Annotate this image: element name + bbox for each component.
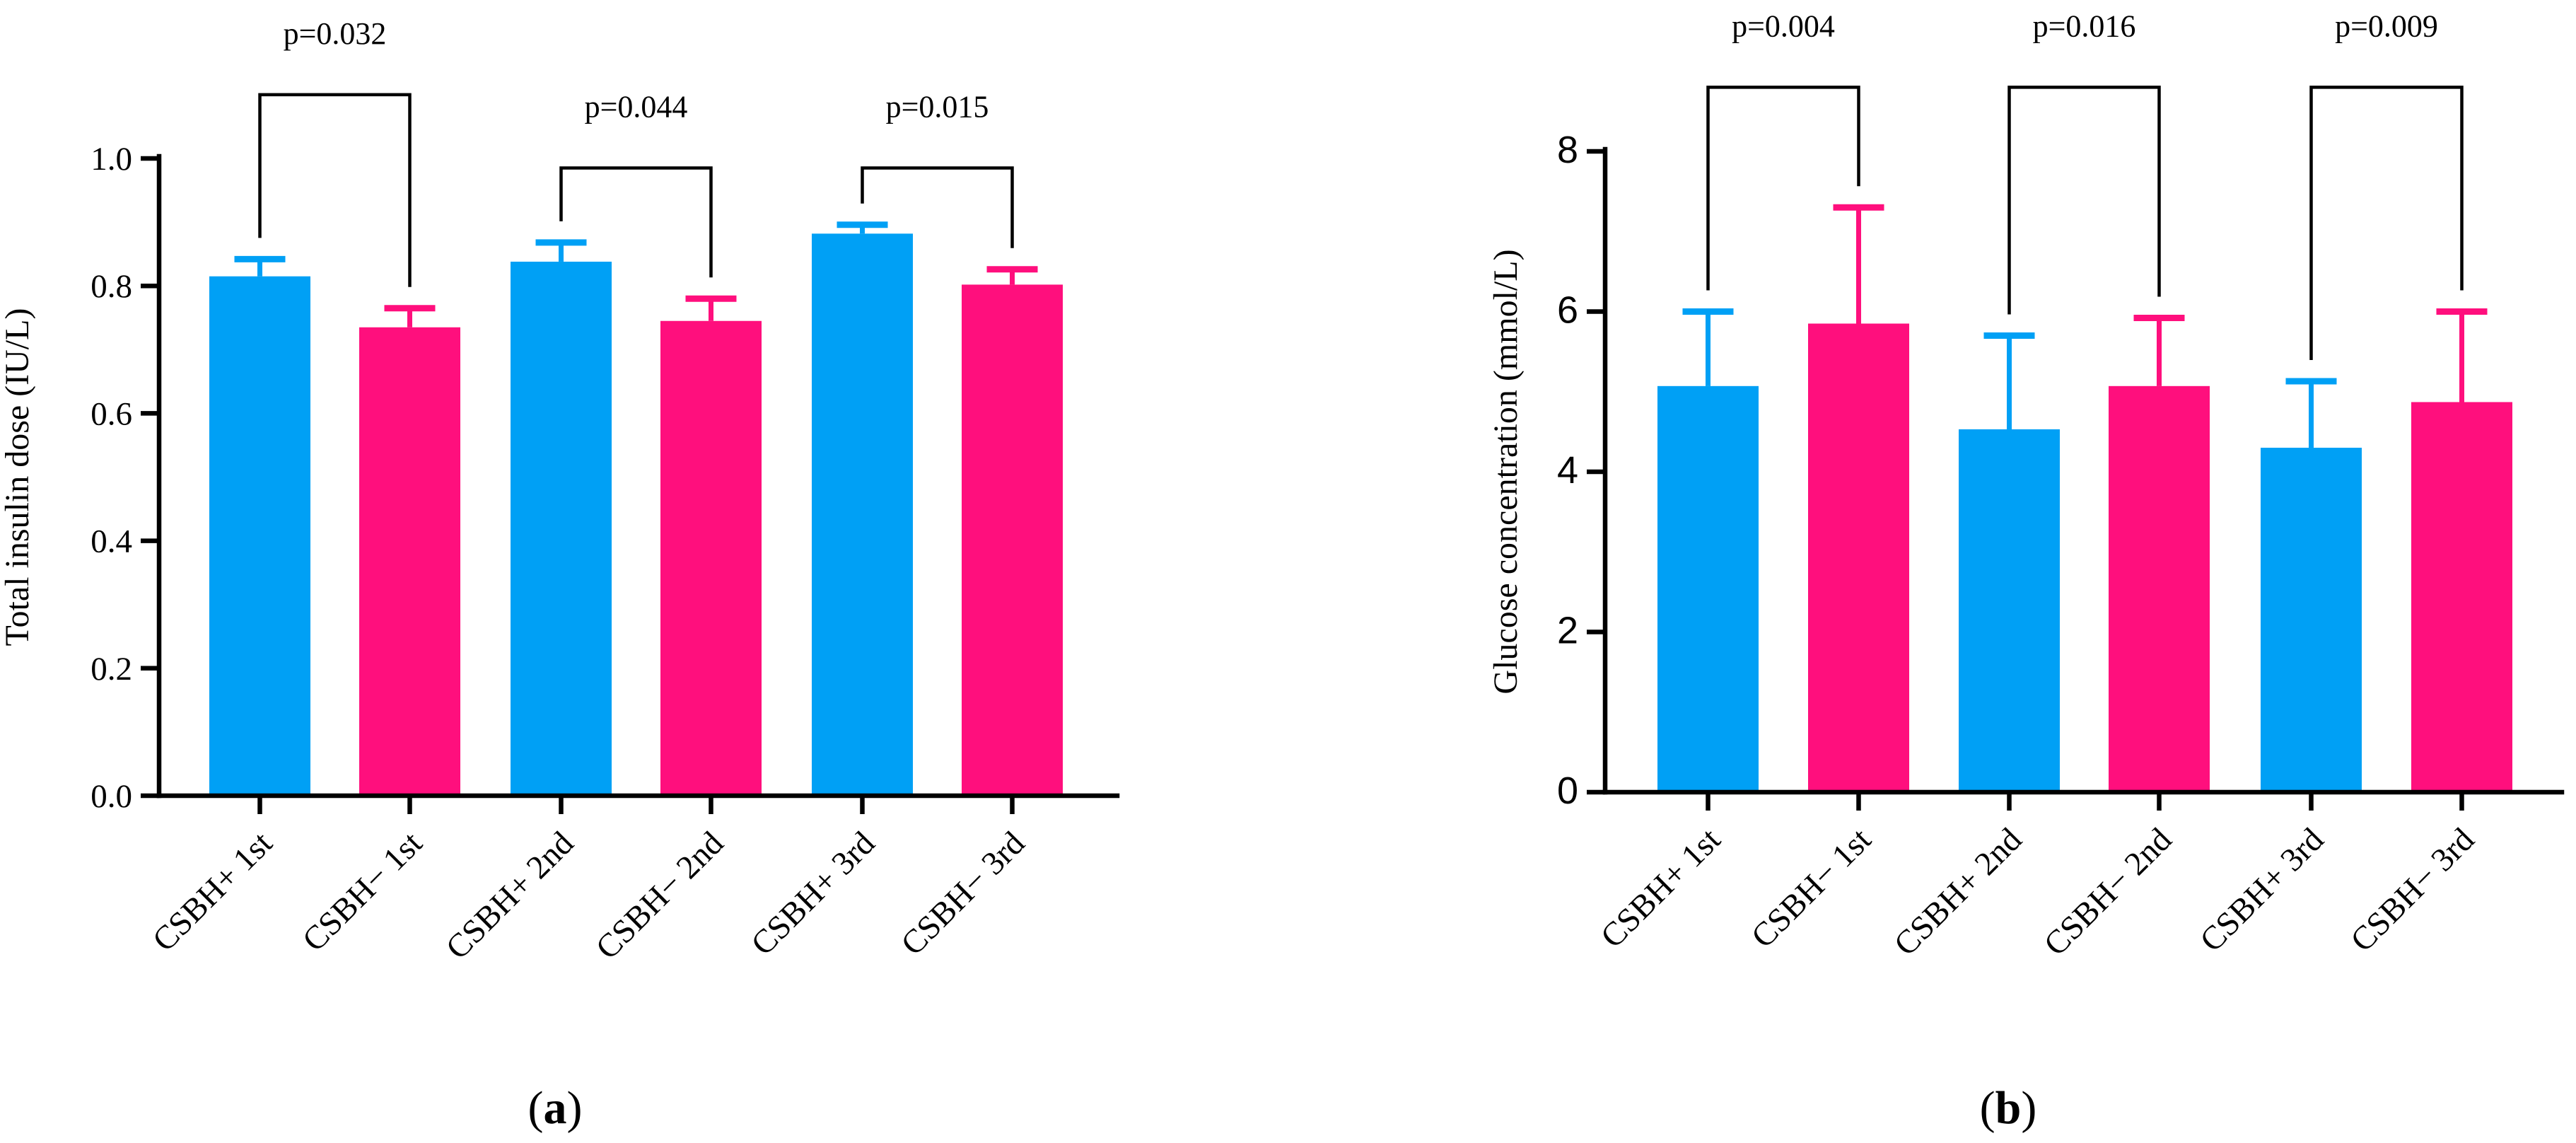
y-tick-label: 2 — [1557, 610, 1578, 652]
significance-bracket — [258, 93, 412, 287]
x-tick-label: CSBH− 3rd — [2343, 821, 2481, 959]
y-tick-label: 8 — [1557, 129, 1578, 171]
p-value-label: p=0.009 — [2335, 8, 2438, 43]
panel-label-a: (a) — [528, 1082, 583, 1134]
bar-3 — [511, 261, 612, 796]
bar-5 — [812, 233, 913, 796]
x-tick-label: CSBH+ 3rd — [2193, 821, 2331, 959]
p-value-label: p=0.044 — [585, 90, 688, 124]
p-value-label: p=0.015 — [886, 90, 989, 124]
x-tick-label: CSBH− 2nd — [2037, 821, 2179, 963]
y-tick-label: 0.2 — [91, 651, 132, 687]
y-axis-title: Glucose concentration (mmol/L) — [1487, 249, 1525, 694]
y-tick-label: 0.0 — [91, 778, 132, 815]
x-tick-label: CSBH+ 1st — [146, 825, 279, 958]
panel-label-b: (b) — [1980, 1082, 2037, 1134]
significance-bracket — [2309, 86, 2464, 361]
y-tick-label: 0.6 — [91, 395, 132, 432]
bar-5 — [2261, 448, 2362, 792]
x-tick-label: CSBH+ 2nd — [1887, 821, 2029, 963]
bar-4 — [660, 320, 762, 796]
bar-2 — [1808, 323, 1909, 792]
significance-bracket — [559, 166, 713, 278]
bar-6 — [2411, 402, 2512, 792]
bar-1 — [209, 276, 310, 796]
x-tick-label: CSBH+ 2nd — [439, 825, 581, 966]
bar-1 — [1657, 385, 1759, 792]
x-tick-label: CSBH− 3rd — [894, 825, 1032, 963]
bar-6 — [962, 284, 1063, 796]
significance-bracket — [861, 166, 1014, 248]
y-axis-title: Total insulin dose (IU/L) — [0, 308, 36, 646]
bar-2 — [359, 327, 460, 796]
significance-bracket — [1706, 86, 1860, 291]
y-tick-label: 6 — [1557, 289, 1578, 332]
x-tick-label: CSBH+ 1st — [1594, 821, 1727, 955]
y-tick-label: 0 — [1557, 770, 1578, 812]
p-value-label: p=0.004 — [1732, 8, 1835, 43]
p-value-label: p=0.016 — [2033, 8, 2136, 43]
x-tick-label: CSBH− 1st — [296, 825, 429, 958]
y-tick-label: 0.8 — [91, 268, 132, 305]
significance-bracket — [2007, 86, 2161, 315]
panel-b: 0 2 4 6 8 CSBH+ 1st CSBH− 1st CSBH+ 2nd CSBH− 2n… — [1487, 8, 2565, 1134]
x-tick-label: CSBH+ 3rd — [744, 825, 882, 963]
y-tick-label: 4 — [1557, 449, 1578, 492]
p-value-label: p=0.032 — [284, 16, 387, 51]
bar-3 — [1959, 429, 2060, 792]
x-tick-label: CSBH− 1st — [1744, 821, 1878, 955]
y-tick-label: 1.0 — [91, 141, 132, 178]
x-tick-label: CSBH− 2nd — [589, 825, 730, 966]
y-tick-label: 0.4 — [91, 523, 132, 560]
bar-4 — [2109, 385, 2210, 792]
